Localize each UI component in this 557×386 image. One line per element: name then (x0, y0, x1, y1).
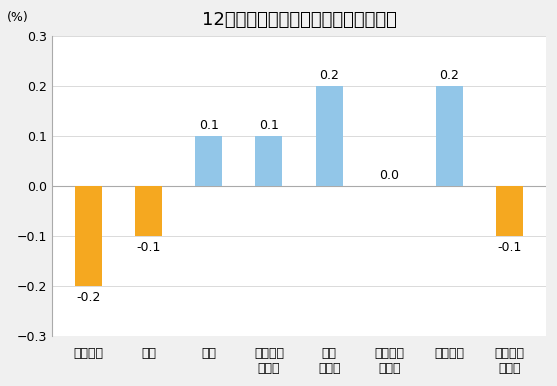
Y-axis label: (%): (%) (7, 11, 28, 24)
Bar (256, 136, 282, 186)
Bar (436, 86, 463, 186)
Text: 0.2: 0.2 (439, 69, 460, 82)
Bar (496, 186, 524, 236)
Title: 12月份居民消费价格分类别环比涨跌幅: 12月份居民消费价格分类别环比涨跌幅 (202, 11, 397, 29)
Text: 0.2: 0.2 (319, 69, 339, 82)
Text: -0.2: -0.2 (76, 291, 100, 304)
Text: 0.0: 0.0 (379, 169, 399, 182)
Text: -0.1: -0.1 (136, 241, 161, 254)
Text: 0.1: 0.1 (259, 119, 279, 132)
Bar (75, 186, 102, 286)
Text: 0.1: 0.1 (199, 119, 219, 132)
Bar (195, 136, 222, 186)
Bar (316, 86, 343, 186)
Bar (135, 186, 162, 236)
Text: -0.1: -0.1 (497, 241, 522, 254)
